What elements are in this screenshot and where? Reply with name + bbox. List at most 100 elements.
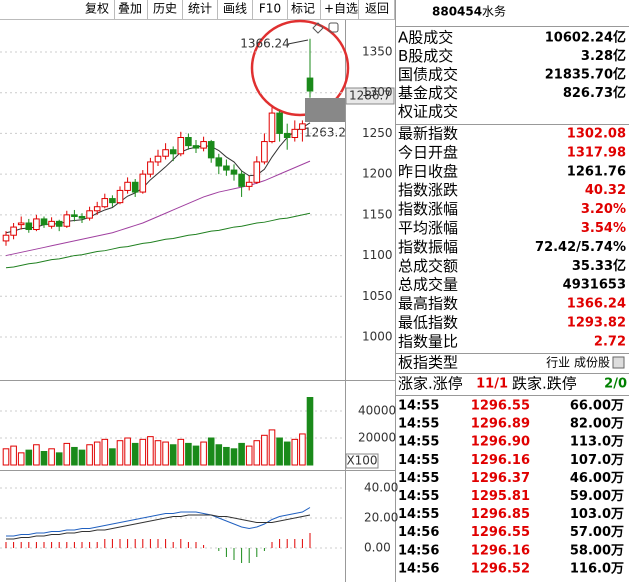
- trade-price: 1296.16: [471, 543, 530, 558]
- candle-body: [261, 141, 268, 163]
- row-label: 昨日收盘: [398, 162, 458, 180]
- candle-body: [25, 222, 33, 231]
- indicator-line: [6, 514, 311, 540]
- row-label: 指数量比: [398, 332, 458, 350]
- candle-body: [147, 161, 154, 175]
- row-label: 平均涨幅: [398, 219, 458, 237]
- row-label: 总成交量: [398, 276, 458, 294]
- trade-price: 1296.55: [471, 525, 530, 540]
- volume-bar: [238, 442, 245, 466]
- down-label: 跌家.跌停: [512, 375, 577, 393]
- trade-volume: 59.00万: [570, 489, 624, 504]
- candle-body: [238, 173, 245, 187]
- toolbar-button[interactable]: 叠加: [118, 2, 142, 16]
- up-value: 11/1: [476, 377, 508, 392]
- volume-bar: [33, 444, 40, 466]
- volume-bar: [71, 446, 78, 466]
- candle-body: [17, 222, 25, 226]
- y-tick-label: 40.00: [364, 481, 398, 495]
- up-label: 涨家.涨停: [398, 375, 463, 393]
- y-tick-label: 1100: [362, 248, 393, 262]
- candle-body: [283, 132, 291, 139]
- volume-bar: [48, 448, 55, 466]
- volume-bar: [223, 446, 230, 466]
- y-tick-label: 1000: [362, 330, 393, 344]
- volume-bar: [78, 449, 86, 466]
- trade-volume: 116.0万: [570, 561, 624, 576]
- candle-body: [185, 137, 192, 147]
- candle-body: [192, 145, 200, 149]
- volume-bar: [154, 440, 162, 466]
- row-value: 40.32: [585, 183, 626, 198]
- volume-bar: [101, 438, 109, 466]
- y-tick-label: 40000: [358, 404, 396, 418]
- volume-bar: [253, 440, 261, 466]
- trade-volume: 58.00万: [570, 543, 624, 558]
- y-tick-label: 20000: [358, 431, 396, 445]
- candle-body: [78, 215, 86, 219]
- toolbar-button[interactable]: 返回: [365, 2, 389, 16]
- candle-body: [55, 220, 63, 227]
- volume-bar: [25, 449, 33, 466]
- row-label: 指数振幅: [398, 238, 458, 256]
- trade-volume: 57.00万: [570, 525, 624, 540]
- trade-time: 14:56: [398, 561, 439, 576]
- row-value: 10602.24亿: [545, 30, 626, 46]
- row-value: 1293.82: [567, 316, 626, 331]
- high-pointer: [287, 39, 309, 45]
- y-tick-label: 1150: [362, 207, 393, 221]
- candle-body: [162, 149, 169, 157]
- trade-price: 1296.55: [471, 399, 530, 414]
- row-value: 1366.24: [567, 297, 626, 312]
- row-label: 最低指数: [398, 314, 458, 332]
- trade-time: 14:55: [398, 399, 439, 414]
- toolbar-button[interactable]: +自选: [324, 2, 358, 16]
- toolbar-button[interactable]: 历史: [153, 2, 177, 16]
- trade-time: 14:56: [398, 543, 439, 558]
- candle-body: [207, 141, 215, 159]
- candle-body: [86, 210, 93, 219]
- candle-body: [291, 128, 299, 139]
- row-label: B股成交: [398, 47, 453, 65]
- quote-panel: 880454 水务 板指类型 行业 成份股 涨家.涨停 11/1 跌家.跌停 2…: [396, 4, 629, 396]
- type-label: 板指类型: [398, 354, 458, 372]
- volume-bar: [162, 441, 169, 466]
- candle-body: [63, 214, 71, 227]
- volume-bar: [147, 436, 154, 466]
- row-value: 35.33亿: [572, 258, 626, 274]
- candle-body: [154, 155, 162, 163]
- y-tick-label: 1350: [362, 45, 393, 59]
- y-tick-label: 20.00: [364, 511, 398, 525]
- candle-body: [93, 206, 101, 212]
- toolbar-button[interactable]: 复权: [85, 2, 109, 16]
- row-value: 3.54%: [581, 221, 626, 236]
- toolbar-button[interactable]: F10: [259, 2, 281, 16]
- ma-line: [5, 212, 311, 269]
- candle-body: [124, 181, 131, 191]
- trade-volume: 113.0万: [570, 435, 624, 450]
- row-value: 1261.76: [567, 164, 626, 179]
- volume-bar: [177, 438, 185, 466]
- toolbar-button[interactable]: 统计: [188, 2, 212, 16]
- toolbar-button[interactable]: 标记: [291, 2, 315, 16]
- current-price-label: 1286.7: [349, 89, 391, 103]
- trade-volume: 66.00万: [570, 399, 624, 414]
- toolbar-button[interactable]: 画线: [223, 2, 247, 16]
- volume-bar: [283, 441, 291, 466]
- box-icon: [328, 22, 339, 33]
- volume-bar: [200, 441, 207, 466]
- menu-icon[interactable]: [612, 356, 625, 369]
- indicator-line: [6, 507, 311, 537]
- price-marker: [305, 98, 345, 122]
- row-label: 基金成交: [398, 84, 458, 102]
- trade-time: 14:55: [398, 507, 439, 522]
- volume-bar: [10, 445, 17, 466]
- volume-bar: [93, 441, 101, 466]
- volume-bar: [261, 434, 268, 466]
- highlight-circle: [250, 19, 350, 117]
- volume-bar: [109, 448, 116, 466]
- candle-body: [299, 123, 306, 130]
- trade-volume: 82.00万: [570, 417, 624, 432]
- candle-body: [177, 137, 185, 155]
